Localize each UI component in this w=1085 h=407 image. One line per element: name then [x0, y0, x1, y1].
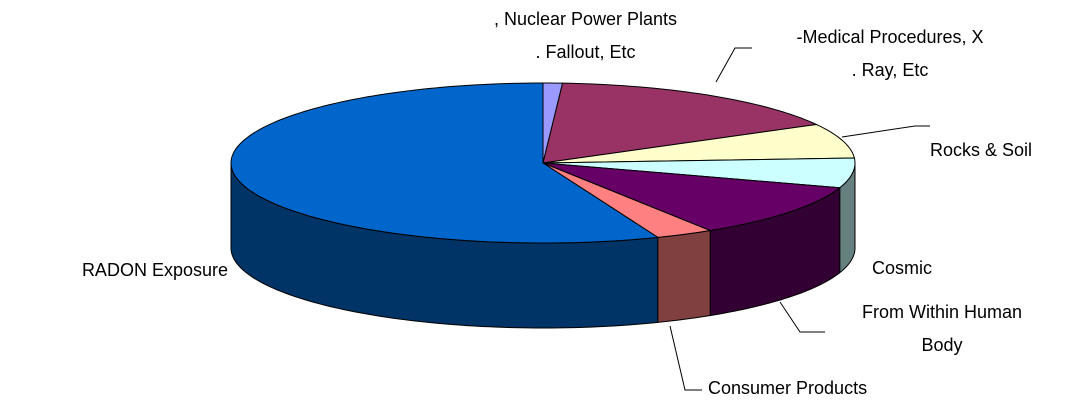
pie-side	[657, 229, 711, 323]
slice-label: RADON Exposure	[81, 260, 228, 280]
pie-slice	[542, 157, 856, 189]
slice-label: From Within Human Body	[861, 302, 1023, 355]
pie-slice	[542, 82, 819, 164]
slice-label: Consumer Products	[708, 378, 868, 398]
slice-label: Cosmic	[872, 258, 933, 278]
leader-line	[779, 301, 825, 333]
slice-label: , Nuclear Power Plants . Fallout, Etc	[493, 9, 678, 62]
slice-label: Rocks & Soil	[930, 140, 1033, 160]
slice-label: -Medical Procedures, X . Ray, Etc	[796, 27, 984, 80]
pie-slice	[542, 162, 842, 232]
pie-slice	[230, 82, 660, 244]
leader-line	[841, 125, 930, 138]
leader-line	[669, 325, 702, 391]
leader-line	[715, 47, 752, 83]
pie-slice	[542, 162, 713, 238]
pie-slice	[542, 123, 856, 164]
